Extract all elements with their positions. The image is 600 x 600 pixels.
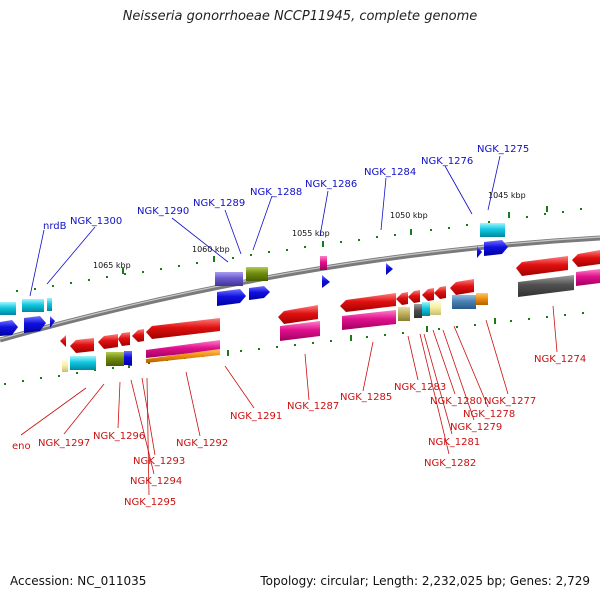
- reverse-strand-genes: [60, 250, 600, 372]
- forward-strand-genes: [0, 223, 508, 336]
- gene-ngk-1284[interactable]: [386, 263, 393, 275]
- accession-label: Accession: NC_011035: [10, 574, 147, 588]
- gene-ngk-1283[interactable]: [398, 307, 410, 321]
- gene-nrdB[interactable]: [0, 302, 16, 315]
- kbp-label: 1045 kbp: [488, 191, 526, 200]
- gene-ngk-1278[interactable]: [476, 293, 488, 305]
- gene-blue[interactable]: [50, 316, 55, 328]
- gene-label-bottom: NGK_1293: [133, 456, 185, 467]
- gene-label-bottom: NGK_1295: [124, 497, 176, 508]
- gene-label-bottom: NGK_1281: [428, 437, 480, 448]
- gene-label-bottom: NGK_1297: [38, 438, 90, 449]
- gene-label-bottom: NGK_1285: [340, 392, 392, 403]
- kbp-label: 1060 kbp: [192, 245, 230, 254]
- gene-label-top: NGK_1284: [364, 167, 416, 178]
- outer-scale-track: [16, 206, 582, 292]
- gene-red[interactable]: [422, 288, 434, 301]
- page-title: Neisseria gonorrhoeae NCCP11945, complet…: [122, 9, 478, 24]
- gene-label-bottom: NGK_1291: [230, 411, 282, 422]
- gene-label-bottom: NGK_1294: [130, 476, 182, 487]
- gene-blue[interactable]: [477, 246, 482, 258]
- genome-backbone: [0, 235, 600, 343]
- gene-ngk-1275[interactable]: [484, 240, 508, 256]
- gene-ngk-1282[interactable]: [414, 304, 422, 318]
- gene-label-bottom: NGK_1282: [424, 458, 476, 469]
- gene-label-bottom: NGK_1279: [450, 422, 502, 433]
- gene-red[interactable]: [408, 290, 420, 303]
- gene-ngk-1281[interactable]: [422, 302, 430, 316]
- gene-label-top: NGK_1275: [477, 144, 529, 155]
- gene-magenta[interactable]: [576, 269, 600, 286]
- gene-ngk-1285[interactable]: [340, 293, 396, 312]
- gene-blue[interactable]: [217, 289, 246, 306]
- gene-magenta[interactable]: [280, 321, 320, 341]
- gene-red[interactable]: [132, 329, 144, 342]
- gene-olive[interactable]: [106, 352, 124, 366]
- gene-label-bottom: NGK_1296: [93, 431, 145, 442]
- gene-red[interactable]: [396, 292, 408, 305]
- gene-ngk-1287[interactable]: [278, 305, 318, 324]
- gene-ngk-1288[interactable]: [249, 286, 270, 300]
- gene-ngk-1290[interactable]: [215, 272, 243, 286]
- genome-backbone-highlight: [0, 236, 600, 340]
- gene-ngk-1280[interactable]: [430, 301, 441, 315]
- gene-label-bottom: NGK_1292: [176, 438, 228, 449]
- top-leader-lines: [29, 155, 501, 297]
- gene-label-top: NGK_1289: [193, 198, 245, 209]
- gene-ngk-1297[interactable]: [98, 334, 118, 349]
- gene-label-bottom: eno: [12, 441, 31, 452]
- gene-small-cyan[interactable]: [47, 298, 52, 311]
- gene-red[interactable]: [434, 286, 446, 299]
- gene-label-bottom: NGK_1283: [394, 382, 446, 393]
- gene-ngk-1300[interactable]: [22, 299, 44, 312]
- kbp-label: 1065 kbp: [93, 261, 131, 270]
- gene-ngk-1276[interactable]: [480, 223, 505, 237]
- gene-label-top: NGK_1288: [250, 187, 302, 198]
- gene-cyan[interactable]: [70, 356, 96, 370]
- gene-eno[interactable]: [60, 335, 66, 347]
- gene-ngk-1296[interactable]: [118, 332, 130, 346]
- gene-blue[interactable]: [0, 320, 18, 336]
- gene-ngk-1289[interactable]: [246, 267, 268, 281]
- gene-label-bottom: NGK_1278: [463, 409, 515, 420]
- gene-ngk-1286[interactable]: [320, 256, 327, 270]
- gene-label-bottom: NGK_1287: [287, 401, 339, 412]
- kbp-label: 1050 kbp: [390, 211, 428, 220]
- gene-ngk-1293[interactable]: [146, 340, 220, 358]
- gene-red[interactable]: [70, 338, 94, 353]
- gene-yellow[interactable]: [62, 360, 68, 372]
- gene-ngk-1274[interactable]: [516, 256, 568, 276]
- gene-magenta[interactable]: [342, 310, 396, 330]
- gene-label-top: NGK_1276: [421, 156, 473, 167]
- bottom-leader-lines: [20, 305, 558, 496]
- gene-ngk-1292[interactable]: [146, 318, 220, 339]
- gene-gray[interactable]: [518, 275, 574, 297]
- gene-label-bottom: NGK_1277: [484, 396, 536, 407]
- gene-blue[interactable]: [322, 275, 330, 288]
- kbp-label: 1055 kbp: [292, 229, 330, 238]
- gene-ngk-1277[interactable]: [450, 279, 474, 295]
- gene-blue-small[interactable]: [124, 351, 132, 365]
- gene-ngk-1279[interactable]: [452, 295, 476, 309]
- gene-blue[interactable]: [24, 316, 46, 333]
- gene-label-bottom: NGK_1274: [534, 354, 586, 365]
- gene-label-top: NGK_1300: [70, 216, 122, 227]
- gene-red[interactable]: [572, 250, 600, 267]
- gene-label-bottom: NGK_1280: [430, 396, 482, 407]
- gene-label-top: NGK_1286: [305, 179, 357, 190]
- genome-summary: Topology: circular; Length: 2,232,025 bp…: [260, 574, 590, 588]
- gene-ngk-1294[interactable]: [146, 349, 220, 363]
- gene-label-top: nrdB: [43, 221, 67, 232]
- gene-label-top: NGK_1290: [137, 206, 189, 217]
